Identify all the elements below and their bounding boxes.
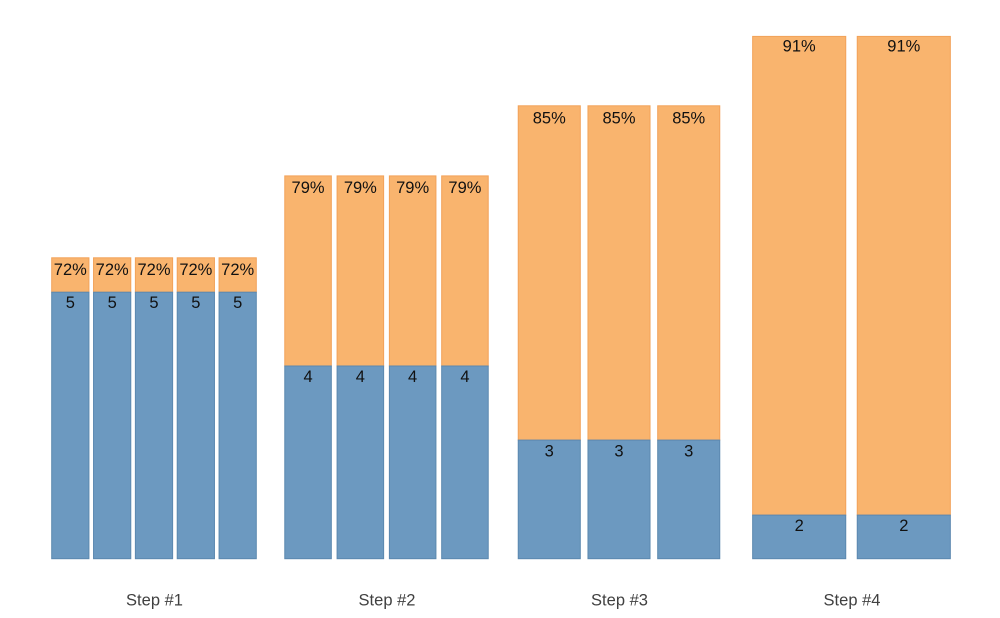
svg-text:4: 4 [303,368,312,386]
svg-text:79%: 79% [448,179,481,197]
svg-text:79%: 79% [292,179,325,197]
svg-text:Step #2: Step #2 [359,592,416,610]
svg-text:91%: 91% [783,38,816,56]
svg-text:4: 4 [356,368,365,386]
svg-text:5: 5 [108,294,117,312]
svg-text:4: 4 [460,368,469,386]
svg-text:79%: 79% [396,179,429,197]
svg-text:Step #1: Step #1 [126,592,183,610]
svg-text:3: 3 [684,443,693,461]
svg-text:5: 5 [191,294,200,312]
svg-text:85%: 85% [672,109,705,127]
svg-text:3: 3 [614,443,623,461]
svg-text:85%: 85% [602,109,635,127]
svg-text:3: 3 [545,443,554,461]
svg-text:72%: 72% [54,261,87,279]
svg-text:72%: 72% [96,261,129,279]
svg-text:72%: 72% [137,261,170,279]
svg-text:4: 4 [408,368,417,386]
svg-text:72%: 72% [221,261,254,279]
svg-text:Step #4: Step #4 [824,592,881,610]
svg-text:2: 2 [795,517,804,535]
svg-text:5: 5 [149,294,158,312]
svg-text:2: 2 [899,517,908,535]
svg-text:Step #3: Step #3 [591,592,648,610]
svg-text:5: 5 [233,294,242,312]
svg-text:79%: 79% [344,179,377,197]
svg-text:85%: 85% [533,109,566,127]
svg-text:5: 5 [66,294,75,312]
svg-text:91%: 91% [887,38,920,56]
svg-text:72%: 72% [179,261,212,279]
